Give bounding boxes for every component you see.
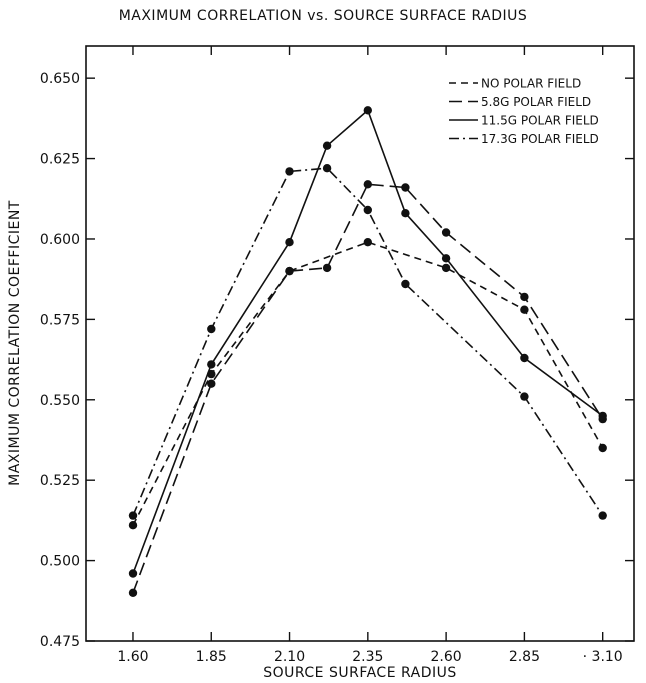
series-line	[132, 108, 604, 574]
legend-label: NO POLAR FIELD	[481, 77, 581, 91]
y-tick-label: 0.475	[40, 634, 80, 650]
y-tick-label: 0.575	[40, 312, 80, 328]
series-line	[132, 167, 604, 517]
data-point	[363, 106, 372, 115]
data-point	[207, 379, 216, 388]
legend: NO POLAR FIELD 5.8G POLAR FIELD 11.5G POLA…	[449, 77, 599, 146]
data-point	[128, 569, 138, 578]
data-point	[207, 360, 216, 369]
x-tick-label: 2.60	[431, 649, 462, 665]
data-point	[520, 305, 529, 314]
data-point	[363, 205, 372, 215]
data-point	[285, 238, 294, 247]
x-tick-label: 2.85	[509, 649, 540, 665]
x-tick-label: 1.60	[117, 649, 148, 665]
x-tick-label: 2.35	[352, 649, 383, 665]
data-point	[128, 521, 138, 530]
data-point	[441, 228, 451, 237]
data-point	[322, 164, 332, 173]
y-tick-label: 0.525	[40, 473, 80, 489]
data-point	[520, 392, 529, 401]
data-point	[598, 443, 607, 453]
axis-ticks: 1.60 1.85 2.10 2.35 2.60 2.85 · 3.10 0.475 0.500…	[40, 46, 634, 665]
series-layer	[128, 106, 607, 597]
data-point	[520, 292, 529, 302]
data-point	[401, 183, 410, 192]
y-axis-label: MAXIMUM CORRELATION COEFFICIENT	[7, 200, 23, 486]
data-point	[285, 266, 294, 276]
x-tick-label: 1.85	[196, 649, 227, 665]
series-group	[128, 106, 607, 578]
data-point	[285, 167, 294, 176]
series-line	[132, 183, 604, 594]
data-point	[598, 411, 607, 421]
legend-label: 17.3G POLAR FIELD	[481, 132, 599, 146]
series-group	[128, 238, 607, 530]
y-tick-label: 0.625	[40, 152, 80, 168]
data-point	[322, 263, 332, 273]
x-tick-label: 2.10	[274, 649, 305, 665]
y-tick-label: 0.500	[40, 554, 80, 570]
x-axis-label: SOURCE SURFACE RADIUS	[263, 665, 457, 681]
data-point	[207, 324, 216, 334]
data-point	[441, 263, 451, 273]
data-point	[322, 141, 332, 150]
y-tick-label: 0.650	[40, 71, 80, 87]
data-point	[598, 511, 607, 520]
y-tick-label: 0.550	[40, 393, 80, 409]
legend-label: 11.5G POLAR FIELD	[481, 114, 599, 128]
data-point	[128, 511, 138, 520]
data-point	[363, 238, 372, 247]
chart-title: MAXIMUM CORRELATION vs. SOURCE SURFACE R…	[118, 8, 528, 24]
legend-label: 5.8G POLAR FIELD	[481, 95, 591, 109]
series-group	[128, 164, 607, 520]
data-point	[520, 353, 529, 363]
y-tick-label: 0.600	[40, 232, 80, 248]
data-point	[401, 209, 410, 218]
data-point	[441, 254, 451, 263]
plot-frame	[85, 45, 635, 642]
data-point	[401, 279, 410, 289]
data-point	[363, 180, 372, 189]
x-tick-label: · 3.10	[583, 649, 623, 665]
data-point	[128, 588, 138, 597]
